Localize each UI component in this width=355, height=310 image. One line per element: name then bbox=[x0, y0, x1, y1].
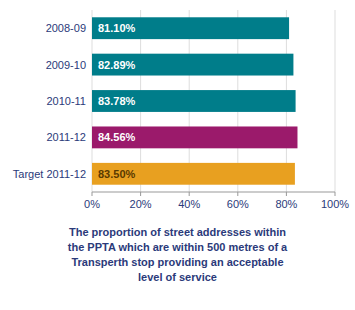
tick-mark bbox=[189, 192, 190, 196]
grid-line bbox=[335, 10, 336, 192]
bar bbox=[92, 17, 289, 39]
labels: 2008-09 81.10% 2009-10 82.89% 2010-11 83.78% 2… bbox=[13, 22, 136, 180]
data-label: 83.50% bbox=[98, 168, 136, 180]
category-label: 2008-09 bbox=[46, 22, 86, 34]
tick-mark bbox=[92, 192, 93, 196]
axis-line bbox=[92, 192, 335, 193]
chart: 0% 20% 40% 60% 80% 100% 2008-09 81.10% 2009-10 82… bbox=[0, 0, 355, 310]
tick-label: 100% bbox=[321, 198, 349, 210]
category-label: Target 2011-12 bbox=[13, 168, 86, 180]
tick-mark bbox=[335, 192, 336, 196]
data-label: 82.89% bbox=[98, 59, 136, 71]
data-label: 84.56% bbox=[98, 131, 136, 143]
caption-text: The proportion of street addresses withi… bbox=[68, 226, 288, 283]
bar bbox=[92, 54, 293, 76]
bar bbox=[92, 90, 296, 112]
category-label: 2011-12 bbox=[46, 131, 86, 143]
tick-label: 20% bbox=[130, 198, 152, 210]
caption: The proportion of street addresses withi… bbox=[68, 226, 288, 283]
tick-label: 40% bbox=[178, 198, 200, 210]
category-label: 2010-11 bbox=[46, 95, 86, 107]
tick-label: 60% bbox=[227, 198, 249, 210]
tick-label: 0% bbox=[84, 198, 100, 210]
bar bbox=[92, 126, 297, 148]
data-label: 83.78% bbox=[98, 95, 136, 107]
x-axis: 0% 20% 40% 60% 80% 100% bbox=[84, 192, 349, 210]
data-label: 81.10% bbox=[98, 22, 136, 34]
tick-label: 80% bbox=[275, 198, 297, 210]
bar bbox=[92, 163, 295, 185]
grid bbox=[92, 10, 335, 192]
tick-mark bbox=[286, 192, 287, 196]
tick-mark bbox=[140, 192, 141, 196]
tick-mark bbox=[237, 192, 238, 196]
category-label: 2009-10 bbox=[46, 59, 86, 71]
bars bbox=[92, 17, 297, 184]
